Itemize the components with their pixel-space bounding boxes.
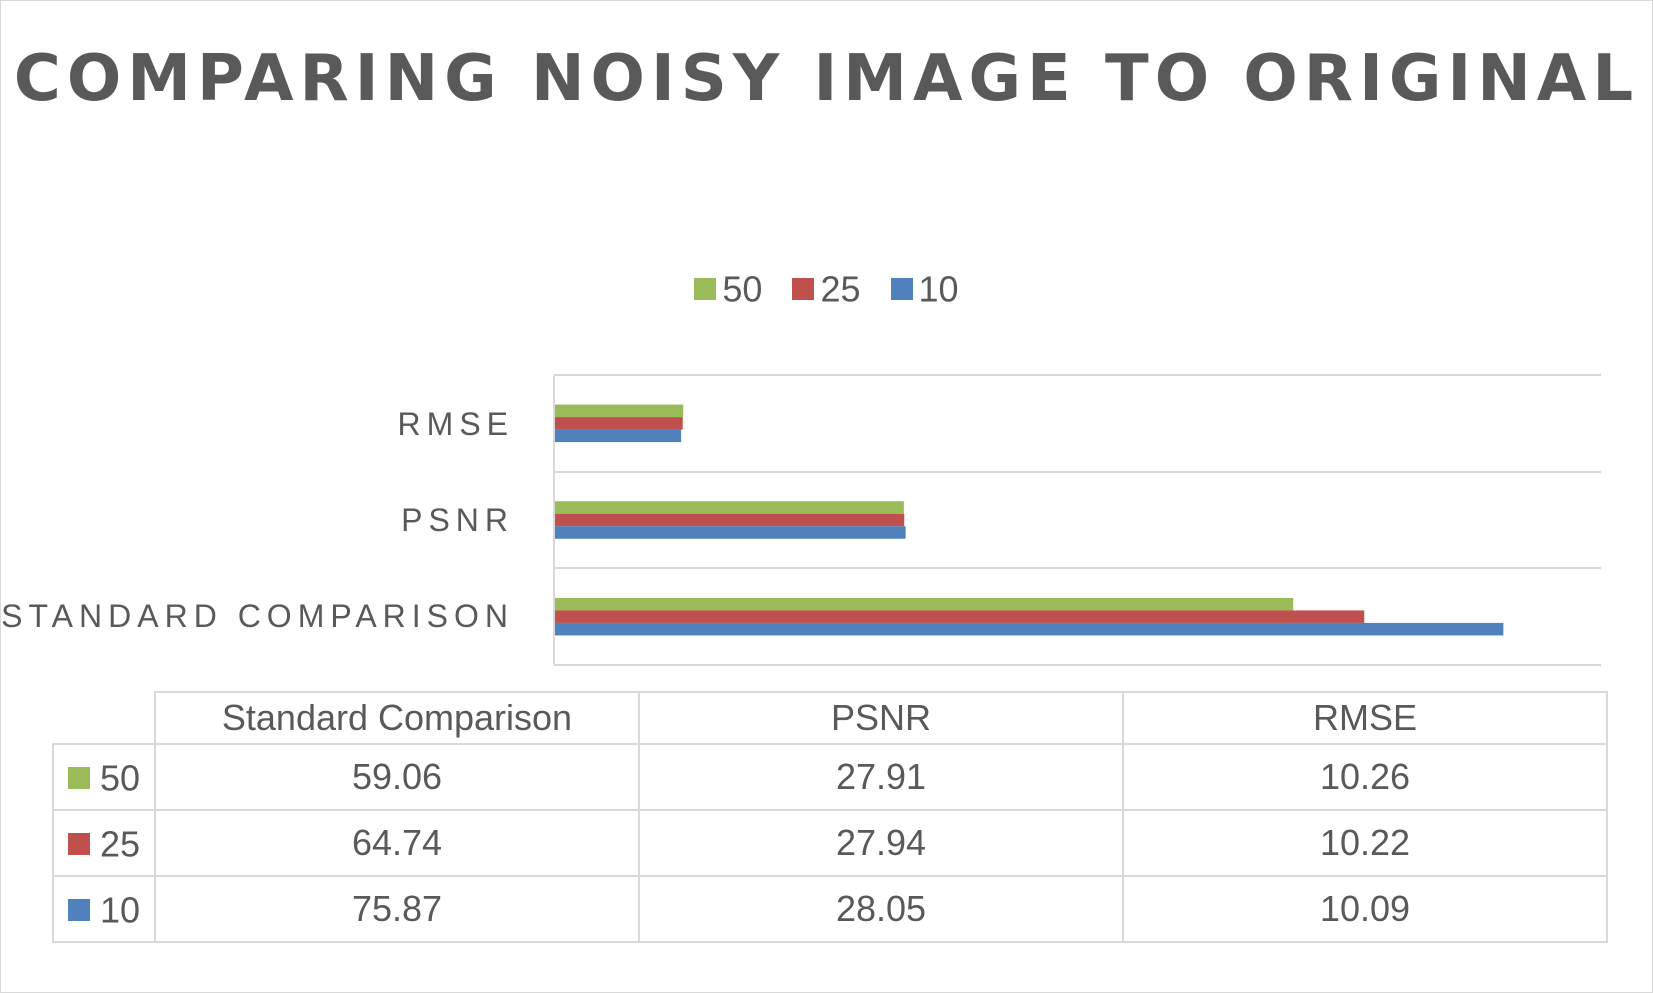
data-table-corner	[53, 692, 156, 745]
legend-swatch-10	[890, 278, 913, 301]
data-table-cell: 64.74	[154, 809, 640, 877]
bar-standard-comparison-series-25	[555, 610, 1365, 623]
data-table: Standard Comparison PSNR RMSE 50 59.06 2…	[52, 691, 1608, 943]
table-key-swatch-10	[68, 899, 90, 922]
data-table-cell: 10.22	[1122, 809, 1608, 877]
bar-psnr-series-25	[555, 513, 905, 527]
chart-legend: 50 25 10	[0, 266, 1653, 310]
bar-standard-comparison-series-10	[555, 622, 1504, 636]
data-table-header-row: Standard Comparison PSNR RMSE	[53, 691, 1608, 745]
legend-item-25: 25	[792, 266, 861, 310]
data-table-row-10: 10 75.87 28.05 10.09	[52, 875, 1608, 943]
data-table-cell: 59.06	[154, 743, 640, 811]
data-table-row-50: 50 59.06 27.91 10.26	[52, 743, 1608, 811]
category-label-standard-comparison: STANDARD COMPARISON	[1, 598, 514, 634]
data-table-cell: 10.09	[1122, 875, 1608, 943]
bar-rmse-series-25	[555, 417, 683, 430]
legend-label-50: 50	[722, 268, 763, 310]
data-table-header-psnr: PSNR	[638, 691, 1124, 745]
data-table-cell: 27.91	[638, 743, 1124, 811]
bar-rmse-series-10	[555, 429, 682, 443]
bars-group	[555, 404, 1504, 636]
legend-label-10: 10	[918, 268, 959, 310]
data-table-row-25: 25 64.74 27.94 10.22	[52, 809, 1608, 877]
bar-standard-comparison-series-50	[555, 597, 1294, 611]
category-label-psnr: PSNR	[401, 502, 514, 538]
data-table-key-10: 10	[52, 875, 156, 943]
legend-item-50: 50	[694, 266, 762, 310]
table-key-label-25: 25	[100, 823, 141, 865]
legend-item-10: 10	[890, 266, 959, 310]
data-table-cell: 75.87	[154, 875, 640, 943]
chart-title: COMPARING NOISY IMAGE TO ORIGINAL	[13, 42, 1640, 116]
legend-swatch-25	[792, 278, 815, 301]
data-table-cell: 27.94	[638, 809, 1124, 877]
category-label-rmse: RMSE	[398, 406, 514, 442]
data-table-header-rmse: RMSE	[1122, 691, 1608, 745]
legend-label-25: 25	[820, 268, 861, 310]
data-table-key-25: 25	[52, 809, 156, 877]
bar-psnr-series-50	[555, 501, 904, 514]
table-key-swatch-50	[68, 767, 90, 790]
table-key-label-50: 50	[100, 757, 141, 799]
legend-swatch-50	[694, 278, 717, 301]
table-key-label-10: 10	[100, 889, 141, 931]
data-table-key-50: 50	[52, 743, 156, 811]
table-key-swatch-25	[68, 833, 90, 856]
data-table-cell: 10.26	[1122, 743, 1608, 811]
data-table-header-standard-comparison: Standard Comparison	[154, 691, 640, 745]
bar-rmse-series-50	[555, 404, 684, 418]
data-table-cell: 28.05	[638, 875, 1124, 943]
bar-psnr-series-10	[555, 526, 906, 539]
